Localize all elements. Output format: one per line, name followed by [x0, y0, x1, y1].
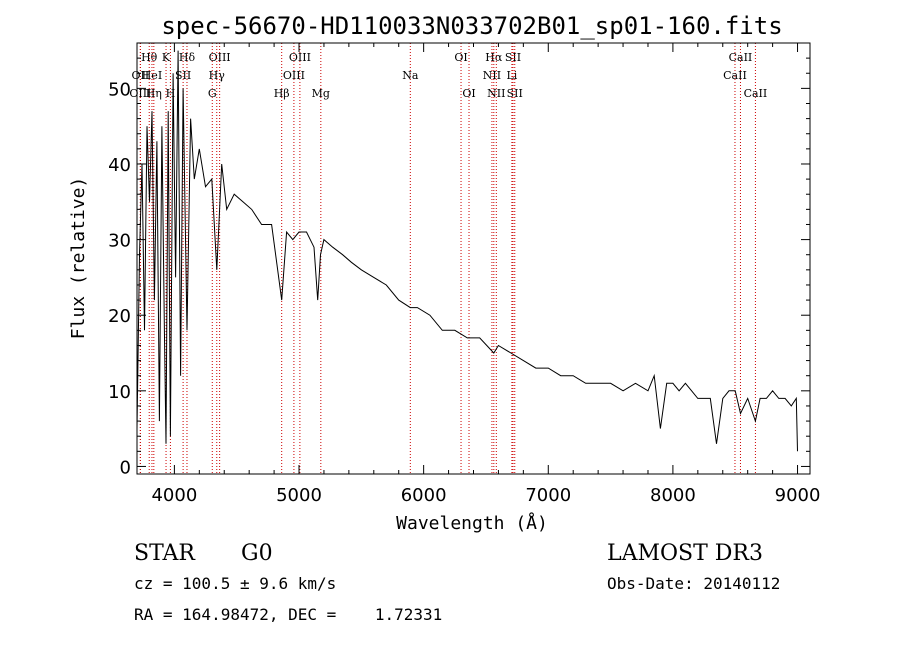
- coords-text: RA = 164.98472, DEC = 1.72331: [134, 605, 442, 624]
- spectrum-series: [136, 50, 798, 452]
- x-tick-label: 5000: [276, 485, 322, 506]
- y-tick-label: 30: [108, 231, 131, 252]
- x-tick-label: 7000: [525, 485, 571, 506]
- line-label: SII: [507, 87, 523, 100]
- redshift-text: cz = 100.5 ± 9.6 km/s: [134, 574, 336, 593]
- y-axis-label: Flux (relative): [68, 177, 89, 340]
- line-label: Li: [506, 69, 517, 82]
- line-label: NII: [483, 69, 501, 82]
- line-label: Hα: [485, 51, 503, 64]
- flux-line: [136, 50, 798, 452]
- y-tick-label: 0: [120, 457, 131, 478]
- line-label: NII: [487, 87, 505, 100]
- line-label: OIII: [289, 51, 311, 64]
- chart-title: spec-56670-HD110033N033702B01_sp01-160.f…: [161, 12, 782, 40]
- line-label: Hη: [146, 87, 162, 100]
- x-tick-label: 4000: [151, 485, 197, 506]
- x-tick-label: 6000: [401, 485, 447, 506]
- y-tick-label: 10: [108, 382, 131, 403]
- line-label: Hδ: [179, 51, 196, 64]
- x-tick-label: 9000: [775, 485, 821, 506]
- line-label: HeI: [142, 69, 162, 82]
- line-label: G: [208, 87, 217, 100]
- line-label: OII: [132, 69, 150, 82]
- line-label: SII: [505, 51, 521, 64]
- line-label: OI: [462, 87, 475, 100]
- line-label: Mg: [312, 87, 330, 100]
- line-label: CaII: [723, 69, 747, 82]
- line-label: SII: [175, 69, 191, 82]
- survey-name: LAMOST DR3: [607, 541, 763, 566]
- line-label: Na: [402, 69, 419, 82]
- x-axis-label: Wavelength (Å): [396, 512, 548, 534]
- line-label: Hγ: [209, 69, 226, 82]
- line-label: OIII: [209, 51, 231, 64]
- y-tick-label: 20: [108, 306, 131, 327]
- line-label: OIII: [283, 69, 305, 82]
- object-class: STAR: [134, 541, 196, 566]
- line-label: H: [166, 87, 176, 100]
- line-label: OIII: [129, 87, 151, 100]
- x-tick-label: 8000: [650, 485, 696, 506]
- y-tick-label: 50: [108, 79, 131, 100]
- line-label: CaII: [729, 51, 753, 64]
- object-subclass: G0: [241, 541, 273, 566]
- line-label: OI: [454, 51, 467, 64]
- y-axis-ticks: 0 10 20 30 40 50: [108, 57, 810, 478]
- line-label: K: [162, 51, 171, 64]
- line-label: Hθ: [141, 51, 158, 64]
- obs-date-text: Obs-Date: 20140112: [607, 574, 780, 593]
- x-axis-ticks: 4000 5000 6000 7000 8000 9000: [151, 43, 820, 506]
- line-label: Hβ: [274, 87, 290, 100]
- plot-frame: [136, 42, 811, 475]
- y-tick-label: 40: [108, 155, 131, 176]
- line-label: CaII: [744, 87, 768, 100]
